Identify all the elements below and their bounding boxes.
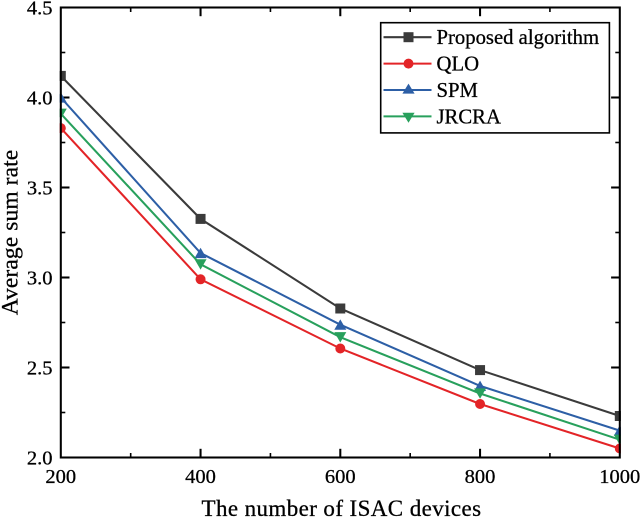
svg-text:SPM: SPM bbox=[437, 80, 478, 102]
svg-text:600: 600 bbox=[325, 466, 356, 488]
svg-text:800: 800 bbox=[465, 466, 496, 488]
svg-text:3.5: 3.5 bbox=[27, 177, 53, 199]
svg-text:3.0: 3.0 bbox=[27, 267, 53, 289]
svg-text:Proposed algorithm: Proposed algorithm bbox=[437, 27, 600, 49]
svg-text:4.0: 4.0 bbox=[27, 87, 53, 109]
svg-text:The number of ISAC devices: The number of ISAC devices bbox=[202, 496, 482, 519]
svg-text:Average sum rate: Average sum rate bbox=[0, 150, 23, 316]
svg-text:QLO: QLO bbox=[437, 54, 480, 76]
svg-text:4.5: 4.5 bbox=[27, 0, 53, 19]
svg-text:1000: 1000 bbox=[599, 466, 640, 488]
svg-text:2.0: 2.0 bbox=[27, 447, 53, 469]
svg-text:JRCRA: JRCRA bbox=[437, 106, 501, 128]
svg-text:200: 200 bbox=[45, 466, 76, 488]
svg-text:400: 400 bbox=[185, 466, 216, 488]
svg-text:2.5: 2.5 bbox=[27, 357, 53, 379]
